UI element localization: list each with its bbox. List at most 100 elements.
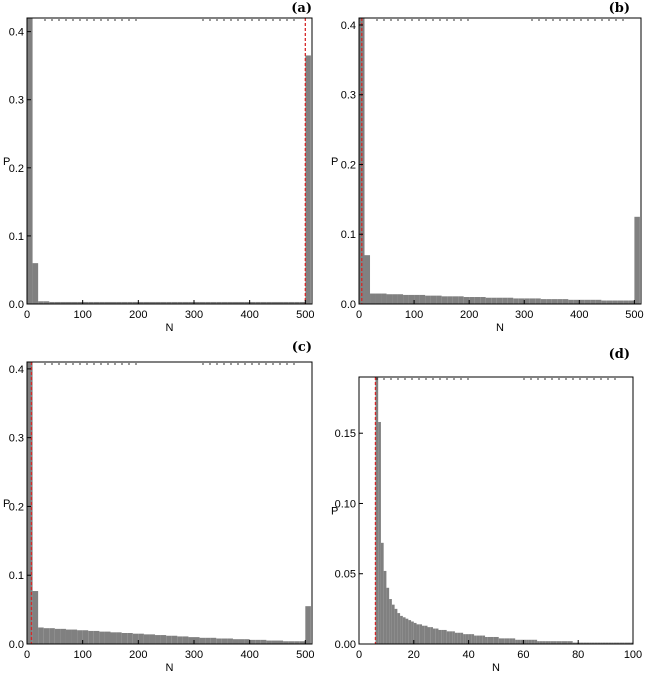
panel-d-bar (534, 639, 538, 644)
panel-d-bar (556, 641, 560, 644)
panel-a-bar (88, 301, 94, 304)
panel-b-bar (524, 298, 530, 304)
panel-b-bar (546, 299, 552, 304)
panel-a-bar (65, 301, 72, 304)
panel-b-title: (b) (609, 1, 630, 16)
panel-b-bar (573, 299, 580, 304)
panel-b-bar (507, 297, 514, 304)
panel-c-bar (82, 630, 89, 644)
panel-a-bar (205, 301, 211, 304)
panel-d-bar (572, 642, 576, 644)
panel-d-bar (553, 641, 557, 644)
panel-d-bar (408, 620, 412, 644)
panel-b-bar (535, 298, 541, 304)
panel-d-bar (580, 642, 584, 644)
panel-d-bar (531, 639, 535, 644)
panel-c-bar (255, 639, 261, 644)
panel-a-bar (199, 301, 206, 304)
panel-a-title: (a) (291, 1, 312, 16)
panel-a-bar (171, 301, 178, 304)
panel-a-bar (71, 301, 78, 304)
panel-a-bar (188, 301, 194, 304)
panel-c-bar (249, 639, 256, 644)
panel-a-bar (116, 301, 122, 304)
panel-b-bar (370, 293, 376, 304)
panel-b-bar (485, 297, 492, 304)
panel-c-bar (221, 638, 228, 644)
panel-b-bar (419, 294, 426, 304)
panel-a-bar (160, 301, 167, 304)
panel-d-bar (432, 628, 436, 644)
panel-d-bar (375, 377, 379, 644)
panel-b-bar (491, 297, 497, 304)
panel-a-bar (155, 301, 161, 304)
panel-d-ytick-label: 0.15 (335, 428, 356, 440)
panel-d-ytick-label: 0.00 (335, 639, 356, 651)
panel-b-bar (441, 296, 448, 304)
panel-c-bar (232, 639, 239, 644)
panel-a-ytick-label: 0.4 (9, 27, 24, 39)
panel-d-bar (624, 642, 628, 644)
panel-b-bar (386, 294, 393, 304)
panel-d-bar (498, 638, 502, 644)
panel-d-bar (460, 632, 464, 644)
panel-b-bar (397, 294, 404, 304)
panel-c-bar (27, 362, 33, 644)
panel-d-bar (567, 641, 570, 644)
panel-b-bar (375, 293, 382, 304)
panel-d-bar (517, 639, 521, 644)
panel-c-bar (160, 635, 167, 644)
panel-c-bar (271, 640, 278, 644)
panel-b-ytick-label: 0.0 (341, 299, 356, 311)
panel-d-bar (411, 621, 414, 644)
panel-c-bar (155, 635, 161, 644)
panel-b-bar (568, 299, 574, 304)
panel-c-frame (26, 361, 313, 645)
panel-b-bar (595, 299, 602, 304)
panel-a-xtick-label: 0 (24, 309, 30, 321)
panel-c-bar (193, 637, 200, 644)
panel-b-frame (358, 17, 642, 305)
panel-c-bar (199, 637, 206, 644)
panel-c-ytick-label: 0.2 (9, 501, 24, 513)
panel-d-bar (413, 622, 417, 644)
panel-c-bar (104, 631, 111, 644)
panel-a-bar (127, 301, 133, 304)
panel-c-bar (88, 630, 94, 644)
panel-b-bar (408, 294, 415, 304)
panel-a-ylabel: P (3, 156, 10, 168)
panel-a-bar (227, 301, 233, 304)
panel-c-title: (c) (292, 340, 312, 355)
panel-a-bar (138, 301, 144, 304)
panel-b-bar (529, 298, 536, 304)
panel-d-xtick-label: 60 (517, 649, 529, 661)
panel-d-bar (452, 631, 455, 644)
panel-a-bar (244, 301, 250, 304)
panel-d-bar (561, 641, 565, 644)
panel-c-bar (216, 638, 222, 644)
panel-a-bar (305, 55, 311, 305)
panel-a-bar (82, 301, 89, 304)
panel-b-ylabel: P (331, 156, 338, 168)
panel-c-bar (77, 630, 83, 644)
panel-d-ylabel: P (331, 506, 338, 518)
panel-c-bar (205, 637, 211, 644)
panel-d-bar (545, 641, 549, 644)
panel-d-bar (501, 638, 505, 644)
panel-c-bar (99, 631, 105, 644)
panel-d-bar (441, 629, 444, 644)
panel-c-bar (283, 641, 289, 644)
panel-b-bar (628, 300, 635, 304)
panel-a-bar (299, 301, 306, 304)
panel-a-bar (110, 301, 117, 304)
panel-d-xlabel: N (492, 662, 500, 674)
panel-d-bar (619, 642, 623, 644)
panel-b-xtick-label: 200 (460, 309, 478, 321)
panel-b-bar (480, 297, 486, 304)
panel-d-bar (389, 599, 392, 644)
panel-b-bar (579, 299, 585, 304)
panel-a-bar (104, 301, 111, 304)
panel-d-bar (611, 642, 614, 644)
panel-d-bar (537, 641, 540, 644)
panel-b-xlabel: N (496, 322, 504, 334)
